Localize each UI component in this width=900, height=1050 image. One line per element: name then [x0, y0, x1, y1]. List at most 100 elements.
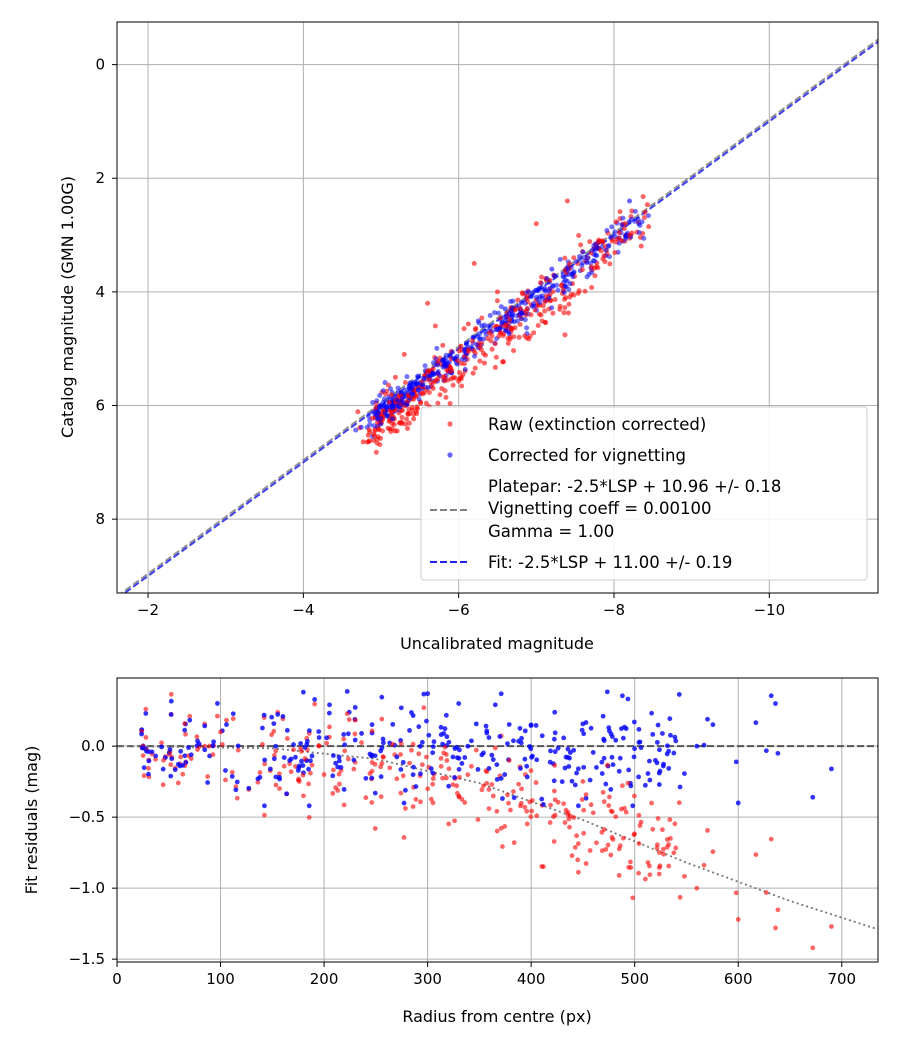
corrected-residual-point — [645, 771, 651, 776]
raw-point — [599, 239, 605, 245]
corrected-residual-point — [438, 724, 444, 730]
raw-point — [571, 255, 577, 261]
corrected-residual-point — [378, 774, 384, 780]
raw-point — [373, 449, 379, 455]
corrected-residual-point — [344, 689, 350, 694]
corrected-residual-point — [829, 766, 834, 772]
raw-residual-point — [324, 740, 330, 746]
corrected-residual-point — [324, 735, 330, 741]
raw-residual-point — [452, 818, 457, 824]
corrected-point — [641, 235, 647, 241]
corrected-residual-point — [594, 764, 599, 770]
raw-point — [471, 260, 477, 266]
raw-point — [503, 322, 509, 328]
corrected-residual-point — [316, 729, 322, 735]
corrected-residual-point — [411, 764, 416, 770]
raw-point — [641, 215, 647, 221]
corrected-residual-point — [262, 803, 267, 809]
corrected-point — [632, 208, 638, 214]
raw-residual-point — [345, 756, 351, 762]
raw-point — [448, 368, 454, 374]
corrected-point — [579, 262, 585, 268]
raw-point — [481, 360, 487, 366]
corrected-residual-point — [160, 766, 166, 772]
raw-residual-point — [636, 841, 642, 846]
corrected-residual-point — [288, 756, 294, 762]
corrected-residual-point — [710, 722, 716, 728]
corrected-residual-point — [298, 741, 304, 746]
raw-residual-point — [421, 705, 427, 711]
raw-residual-point — [590, 810, 596, 816]
raw-point — [472, 365, 478, 371]
raw-point — [399, 414, 405, 420]
raw-point — [566, 301, 572, 307]
raw-residual-point — [302, 756, 308, 761]
raw-residual-point — [223, 777, 228, 783]
raw-point — [567, 294, 573, 300]
bottom-y-tick-label: −0.5 — [69, 808, 105, 826]
corrected-residual-point — [403, 787, 408, 793]
raw-residual-point — [316, 743, 322, 749]
corrected-residual-point — [175, 761, 181, 767]
raw-residual-point — [500, 844, 505, 849]
corrected-point — [604, 227, 610, 233]
raw-residual-point — [506, 800, 511, 806]
corrected-residual-point — [810, 794, 816, 800]
raw-point — [479, 315, 485, 321]
corrected-residual-point — [169, 756, 175, 762]
raw-residual-point — [566, 816, 572, 822]
corrected-residual-point — [511, 795, 517, 801]
corrected-residual-point — [413, 784, 419, 789]
raw-point — [430, 386, 436, 392]
raw-point — [592, 273, 598, 279]
corrected-residual-point — [372, 790, 378, 796]
corrected-residual-point — [180, 762, 186, 768]
raw-point — [576, 233, 582, 239]
corrected-point — [384, 413, 390, 419]
raw-residual-point — [341, 736, 347, 742]
corrected-residual-point — [603, 781, 609, 787]
corrected-residual-point — [581, 731, 587, 737]
corrected-residual-point — [475, 767, 481, 772]
raw-residual-point — [638, 819, 644, 825]
raw-residual-point — [616, 872, 622, 878]
raw-residual-point — [710, 849, 716, 855]
raw-point — [523, 309, 529, 315]
corrected-point — [367, 421, 373, 427]
raw-point — [495, 289, 500, 295]
corrected-point — [421, 376, 427, 382]
corrected-point — [612, 229, 618, 235]
corrected-residual-point — [410, 713, 416, 719]
raw-residual-point — [829, 924, 834, 929]
raw-point — [494, 298, 500, 304]
raw-residual-point — [309, 762, 315, 768]
raw-point — [642, 209, 648, 215]
raw-residual-point — [569, 853, 575, 859]
corrected-residual-point — [753, 720, 759, 726]
corrected-point — [605, 243, 611, 249]
raw-residual-point — [484, 780, 490, 786]
raw-residual-point — [180, 771, 186, 777]
corrected-residual-point — [428, 766, 434, 772]
corrected-residual-point — [223, 768, 228, 773]
raw-residual-point — [153, 756, 158, 762]
raw-residual-point — [673, 845, 679, 851]
raw-point — [562, 255, 568, 261]
corrected-residual-point — [205, 780, 211, 785]
raw-residual-point — [288, 769, 294, 775]
corrected-residual-point — [186, 745, 191, 751]
corrected-residual-point — [330, 773, 336, 779]
corrected-residual-point — [407, 728, 412, 733]
raw-point — [539, 274, 545, 280]
raw-residual-point — [456, 774, 462, 780]
corrected-point — [462, 366, 468, 372]
raw-residual-point — [594, 840, 599, 846]
raw-residual-point — [551, 839, 557, 844]
raw-residual-point — [494, 808, 500, 814]
raw-residual-point — [676, 800, 682, 806]
raw-residual-point — [424, 754, 429, 760]
corrected-point — [464, 341, 470, 347]
raw-residual-point — [260, 741, 265, 747]
corrected-residual-point — [416, 724, 422, 730]
corrected-residual-point — [267, 766, 273, 772]
